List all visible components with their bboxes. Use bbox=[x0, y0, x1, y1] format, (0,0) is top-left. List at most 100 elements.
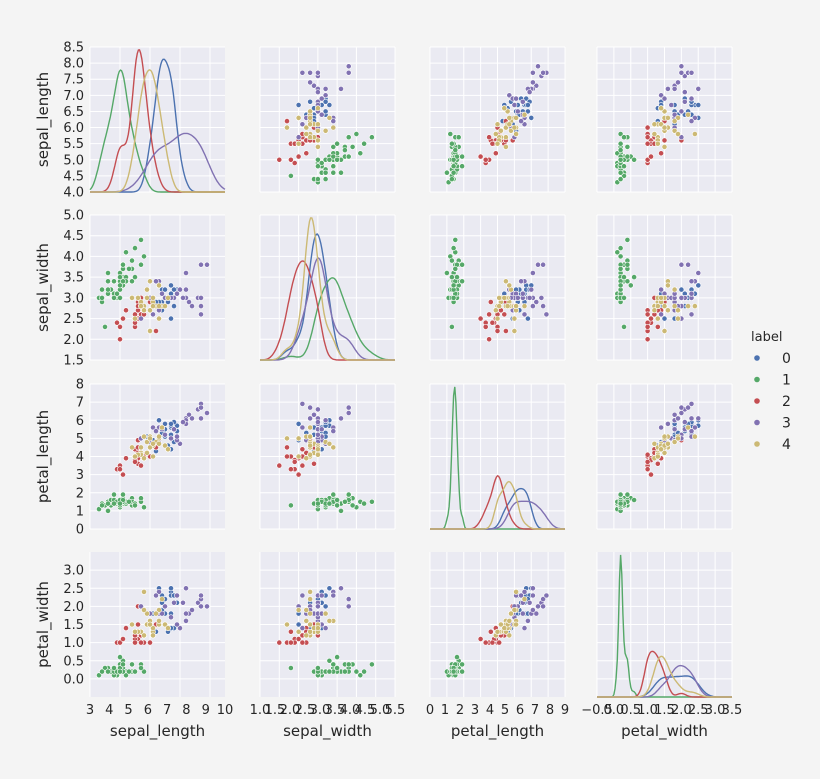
scatter-point bbox=[326, 618, 333, 624]
scatter-point bbox=[688, 278, 695, 285]
scatter-point bbox=[665, 440, 671, 447]
scatter-point bbox=[492, 150, 499, 157]
scatter-point bbox=[147, 328, 153, 334]
scatter-point bbox=[692, 303, 698, 309]
scatter-point bbox=[117, 274, 123, 280]
scatter-point bbox=[186, 299, 192, 305]
scatter-point bbox=[126, 265, 132, 272]
scatter-point bbox=[314, 625, 321, 631]
scatter-point bbox=[322, 610, 329, 617]
scatter-point bbox=[295, 153, 302, 160]
y-tick-label: 5.0 bbox=[63, 153, 84, 168]
scatter-point bbox=[496, 294, 503, 301]
scatter-point bbox=[295, 636, 302, 642]
panel-petal_length-vs-petal_length bbox=[429, 383, 566, 530]
scatter-point bbox=[314, 105, 321, 112]
panel-petal_length-vs-petal_width bbox=[596, 383, 733, 530]
scatter-point bbox=[617, 282, 624, 289]
scatter-point bbox=[685, 404, 691, 411]
scatter-point bbox=[291, 160, 298, 166]
scatter-point bbox=[695, 415, 702, 422]
scatter-point bbox=[129, 444, 135, 451]
scatter-point bbox=[120, 491, 126, 498]
scatter-point bbox=[519, 98, 526, 105]
scatter-point bbox=[307, 610, 313, 617]
scatter-point bbox=[96, 506, 102, 512]
scatter-point bbox=[318, 160, 325, 166]
scatter-point bbox=[303, 455, 310, 462]
scatter-point bbox=[487, 628, 494, 635]
y-tick-label: 0.5 bbox=[63, 654, 84, 669]
scatter-point bbox=[506, 92, 513, 99]
scatter-point bbox=[658, 150, 664, 157]
scatter-point bbox=[120, 278, 126, 285]
x-tick-label: 5 bbox=[501, 703, 509, 718]
scatter-point bbox=[345, 63, 352, 70]
scatter-point bbox=[482, 639, 489, 646]
scatter-point bbox=[685, 303, 691, 309]
scatter-point bbox=[174, 621, 180, 628]
scatter-point bbox=[307, 433, 313, 440]
scatter-point bbox=[307, 69, 313, 76]
scatter-point bbox=[338, 169, 344, 176]
scatter-point bbox=[117, 282, 123, 289]
scatter-point bbox=[311, 411, 317, 418]
scatter-point bbox=[295, 134, 302, 141]
scatter-point bbox=[688, 118, 695, 124]
scatter-point bbox=[307, 628, 313, 635]
scatter-point bbox=[540, 69, 546, 76]
scatter-point bbox=[117, 294, 123, 301]
scatter-point bbox=[530, 585, 536, 592]
scatter-point bbox=[307, 415, 313, 422]
scatter-point bbox=[692, 424, 698, 431]
scatter-point bbox=[287, 665, 294, 671]
scatter-point bbox=[314, 156, 321, 163]
scatter-point bbox=[644, 466, 651, 473]
scatter-point bbox=[144, 449, 150, 456]
scatter-point bbox=[171, 599, 177, 606]
scatter-point bbox=[450, 245, 457, 251]
y-tick-label: 7 bbox=[76, 396, 84, 411]
scatter-point bbox=[129, 278, 135, 285]
scatter-point bbox=[117, 466, 123, 473]
scatter-point bbox=[448, 176, 455, 182]
scatter-point bbox=[665, 307, 671, 314]
scatter-point bbox=[198, 415, 204, 422]
scatter-point bbox=[318, 111, 325, 118]
scatter-point bbox=[654, 303, 661, 309]
scatter-point bbox=[168, 585, 174, 592]
x-tick-label: 2.0 bbox=[280, 703, 301, 718]
scatter-point bbox=[314, 69, 321, 76]
scatter-point bbox=[528, 115, 535, 121]
scatter-point bbox=[353, 668, 360, 675]
x-axis-label: sepal_length bbox=[110, 722, 205, 741]
scatter-point bbox=[617, 500, 624, 507]
scatter-point bbox=[299, 424, 306, 431]
scatter-point bbox=[198, 261, 204, 268]
scatter-point bbox=[132, 245, 138, 251]
scatter-point bbox=[661, 95, 668, 102]
scatter-point bbox=[204, 603, 210, 610]
scatter-point bbox=[117, 500, 123, 507]
scatter-point bbox=[150, 632, 156, 639]
scatter-point bbox=[525, 618, 531, 624]
scatter-point bbox=[502, 328, 509, 334]
x-tick-label: 10 bbox=[217, 703, 234, 718]
scatter-point bbox=[353, 131, 360, 137]
scatter-point bbox=[177, 286, 183, 293]
x-tick-label: 3 bbox=[86, 703, 94, 718]
legend-label-0: 0 bbox=[782, 351, 791, 367]
scatter-point bbox=[314, 163, 321, 170]
scatter-point bbox=[521, 589, 528, 595]
scatter-point bbox=[147, 621, 153, 628]
scatter-point bbox=[303, 150, 310, 157]
scatter-point bbox=[314, 603, 321, 610]
scatter-point bbox=[518, 118, 524, 124]
x-tick-label: 1.5 bbox=[654, 703, 675, 718]
scatter-point bbox=[168, 435, 174, 442]
scatter-point bbox=[443, 270, 450, 276]
scatter-point bbox=[307, 79, 313, 86]
scatter-point bbox=[141, 632, 147, 639]
scatter-point bbox=[345, 134, 352, 141]
